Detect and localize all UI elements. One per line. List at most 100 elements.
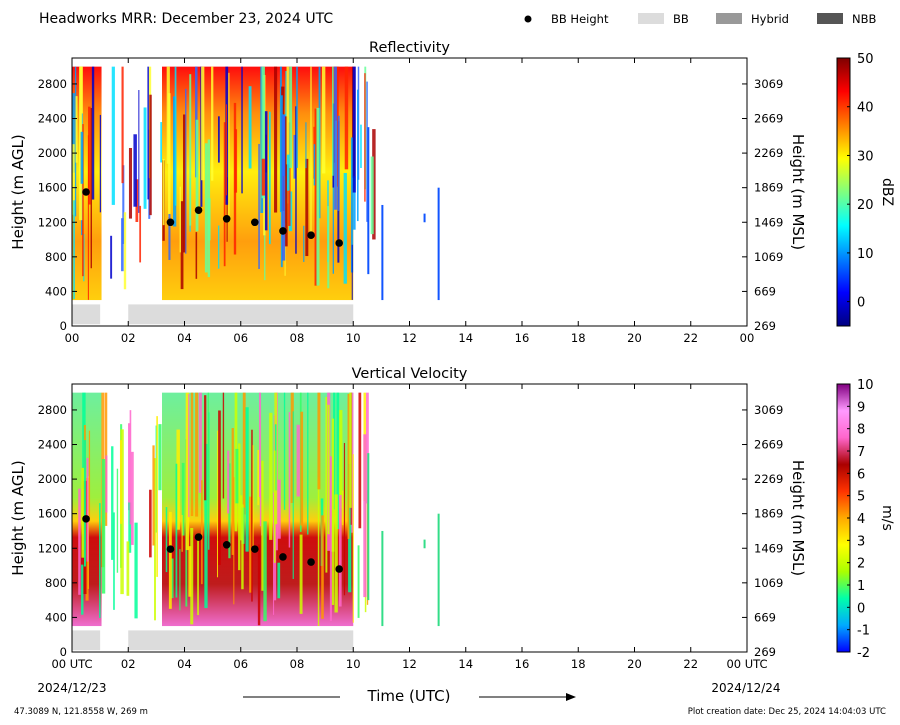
y-tick-label-right: 2669: [754, 438, 783, 452]
echo-streak: [185, 88, 187, 254]
echo-streak: [277, 479, 281, 539]
echo-streak: [277, 562, 281, 599]
colorbar-tick-label: 7: [857, 445, 865, 460]
echo-streak: [162, 159, 165, 226]
echo-streak: [101, 458, 106, 594]
echo-streak: [131, 451, 134, 545]
echo-streak: [280, 95, 283, 268]
echo-streak: [261, 158, 265, 196]
echo-streak: [327, 206, 330, 289]
echo-streak: [352, 66, 356, 193]
echo-streak: [188, 393, 190, 518]
colorbar-tick-label: 10: [857, 247, 874, 262]
echo-streak: [288, 412, 291, 548]
echo-streak: [241, 66, 243, 194]
colorbar-tick-label: 5: [857, 490, 865, 505]
echo-streak: [269, 412, 273, 540]
y-tick-label-right: 2669: [754, 112, 783, 126]
x-tick-label: 02: [121, 331, 136, 345]
y-tick-label-right: 1469: [754, 215, 783, 229]
echo-streak: [251, 429, 253, 602]
x-tick-label: 22: [683, 331, 698, 345]
echo-streak: [111, 446, 114, 560]
echo-streak: [82, 124, 84, 277]
y-axis-label: Height (m AGL): [9, 134, 27, 249]
echo-streak: [198, 392, 202, 493]
echo-streak: [351, 244, 353, 300]
echo-streak: [149, 94, 152, 216]
bb-period-bar: [72, 630, 101, 651]
echo-streak: [231, 428, 234, 555]
legend-hybrid-label: Hybrid: [751, 12, 789, 26]
echo-streak: [305, 122, 307, 169]
echo-streak: [342, 490, 344, 526]
x-tick-label: 10: [346, 657, 361, 671]
panel-title: Reflectivity: [369, 40, 450, 56]
echo-streak: [158, 424, 162, 491]
echo-streak: [122, 165, 125, 244]
echo-streak: [321, 515, 324, 619]
echo-field: [72, 66, 440, 301]
echo-streak: [357, 545, 360, 618]
colorbar-tick-label: 0: [857, 601, 865, 616]
echo-isolated: [367, 127, 370, 275]
echo-streak: [327, 404, 330, 535]
echo-streak: [204, 395, 207, 501]
echo-streak: [128, 423, 131, 511]
x-tick-label: 18: [571, 657, 586, 671]
echo-streak: [165, 507, 168, 573]
echo-streak: [179, 549, 181, 611]
echo-streak: [225, 104, 227, 196]
legend-nbb-swatch: [817, 13, 843, 24]
echo-streak: [155, 425, 157, 533]
echo-streak: [348, 463, 352, 593]
echo-streak: [283, 392, 286, 510]
y-tick-label-right: 2269: [754, 472, 783, 486]
echo-streak: [113, 512, 115, 610]
echo-streak: [313, 144, 316, 186]
colorbar-tick-label: 9: [857, 400, 865, 415]
echo-streak: [183, 114, 186, 253]
bb-height-point: [222, 541, 231, 549]
y-axis-label-right: Height (m MSL): [789, 460, 807, 576]
echo-streak: [189, 74, 192, 226]
y-axis-label-right: Height (m MSL): [789, 134, 807, 250]
colorbar-tick-label: 20: [857, 198, 874, 213]
echo-streak: [347, 393, 350, 539]
x-tick-label: 00 UTC: [51, 657, 92, 671]
x-tick-label: 10: [346, 331, 361, 345]
bb-height-point: [335, 565, 343, 573]
x-tick-label: 18: [571, 331, 586, 345]
echo-streak: [296, 66, 298, 168]
echo-streak: [218, 410, 221, 565]
echo-streak: [261, 66, 265, 199]
echo-streak: [290, 392, 294, 503]
echo-streak: [292, 411, 294, 580]
echo-streak: [273, 450, 276, 563]
colorbar-tick-label: 8: [857, 423, 865, 438]
echo-streak: [258, 392, 262, 498]
echo-streak: [87, 135, 89, 300]
start-date-label: 2024/12/23: [37, 681, 106, 695]
echo-streak: [228, 463, 231, 559]
echo-streak: [75, 96, 78, 163]
bb-height-point: [251, 218, 259, 227]
echo-streak: [204, 143, 208, 273]
y-tick-label-right: 669: [754, 284, 776, 298]
echo-streak: [249, 496, 253, 593]
colorbar: [836, 57, 851, 327]
echo-streak: [175, 463, 178, 598]
x-tick-label: 08: [290, 331, 305, 345]
echo-streak: [336, 392, 340, 530]
y-tick-label-right: 269: [754, 645, 776, 659]
echo-streak: [365, 392, 369, 504]
echo-streak: [168, 93, 171, 218]
echo-streak: [325, 396, 328, 573]
bb-height-point: [82, 515, 90, 523]
echo-streak: [129, 410, 132, 525]
y-tick-label-right: 1069: [754, 250, 783, 264]
bb-period-bar: [72, 304, 101, 325]
panel-title: Vertical Velocity: [352, 366, 468, 382]
echo-streak: [138, 90, 140, 213]
